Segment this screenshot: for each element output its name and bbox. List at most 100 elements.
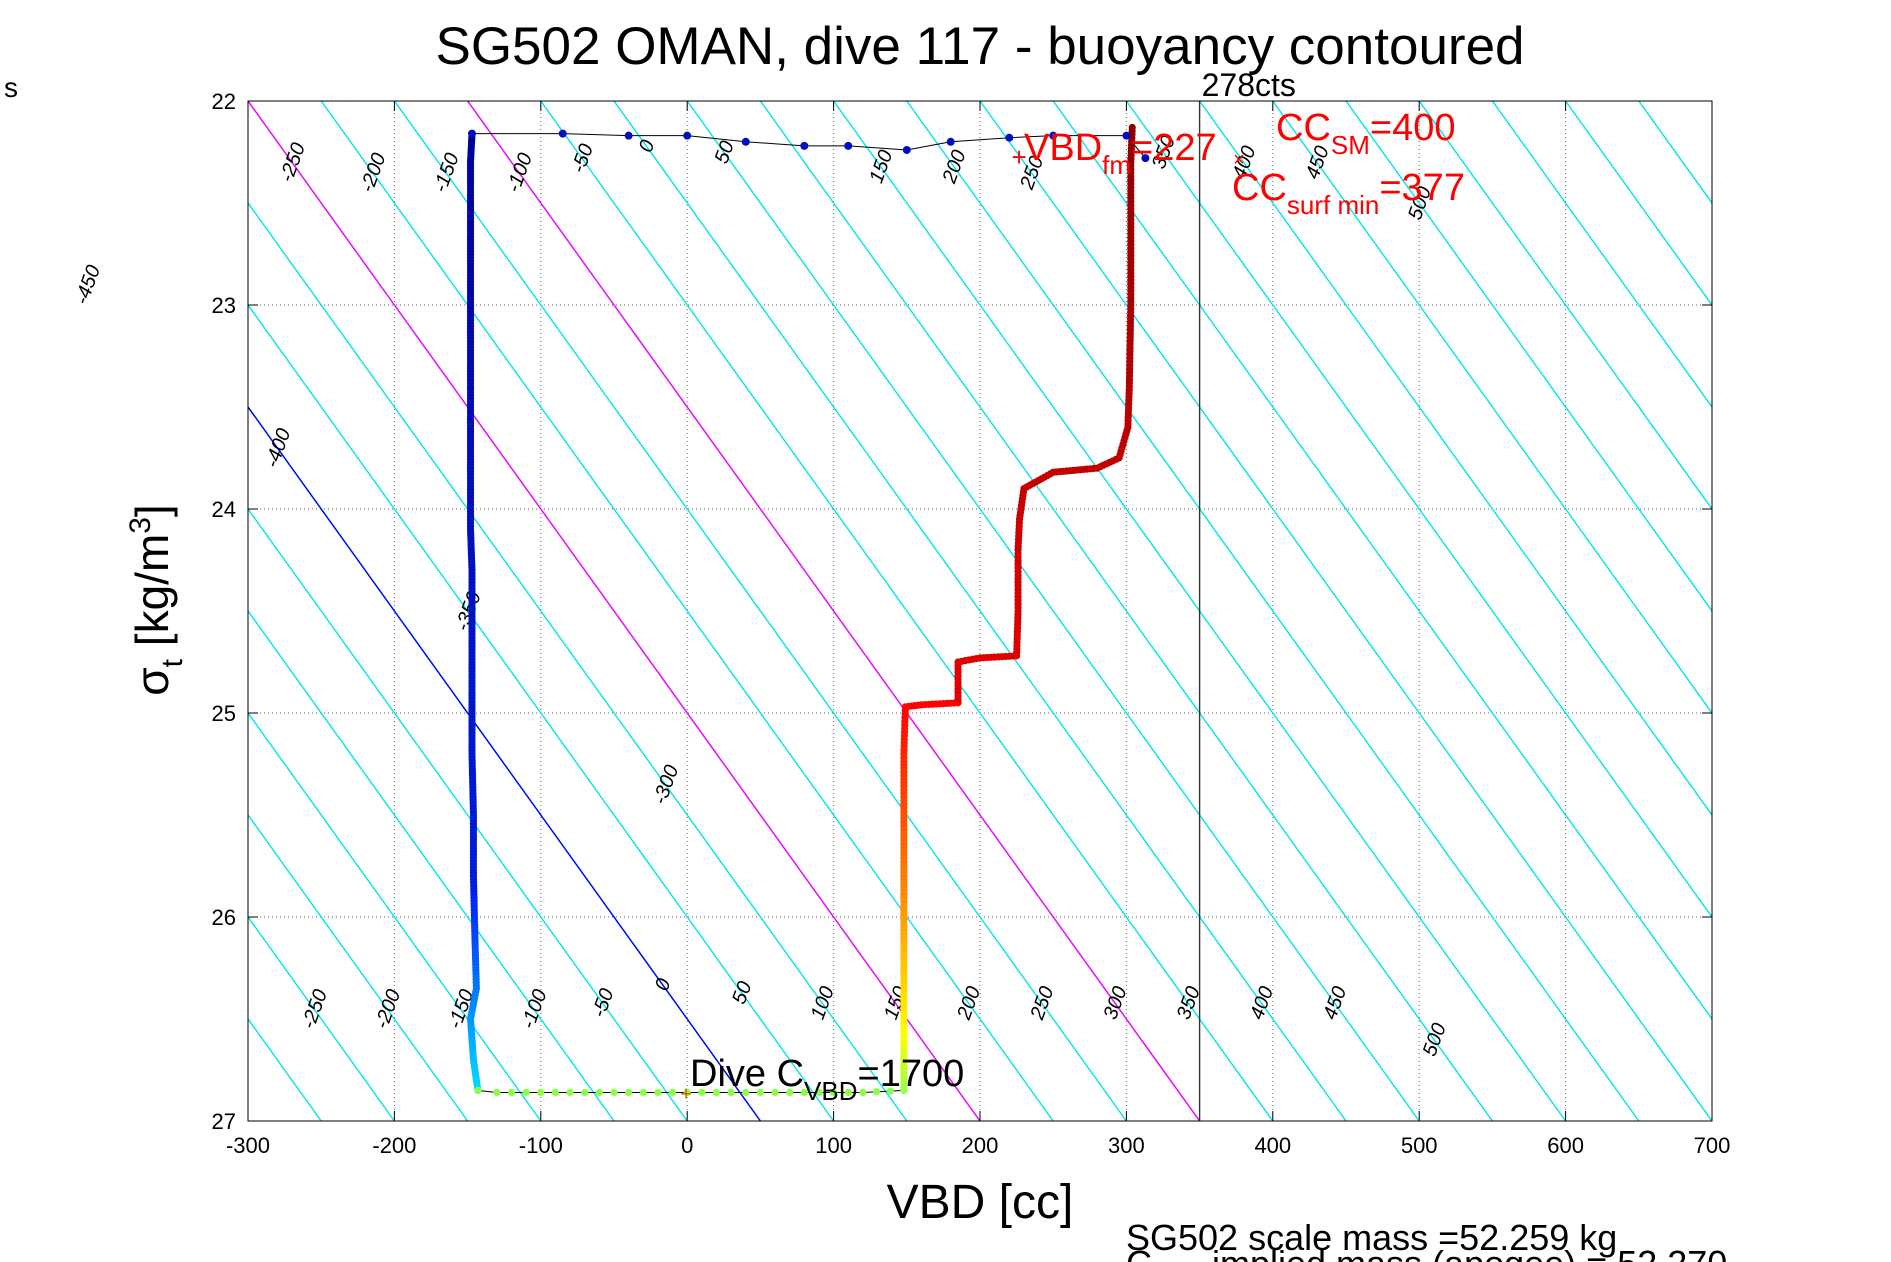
magenta-contour xyxy=(467,101,1201,1121)
bottom-point xyxy=(886,1087,894,1095)
bottom-point xyxy=(872,1088,881,1096)
surface-point xyxy=(467,129,476,138)
x-tick-label: 400 xyxy=(1254,1133,1291,1158)
surface-point xyxy=(902,145,911,154)
bottom-point xyxy=(698,1088,706,1097)
bottom-point xyxy=(537,1088,545,1097)
buoyancy-contour xyxy=(248,813,469,1121)
vbd-fm-annotation: VBDfm=227 xyxy=(1024,127,1217,180)
ascent-point xyxy=(1128,123,1136,132)
y-axis-label: σt [kg/m3] xyxy=(124,504,189,695)
bottom-point xyxy=(727,1088,735,1097)
cc-surf-min-annotation: CCsurf min=377 xyxy=(1232,167,1465,220)
bottom-point xyxy=(566,1088,574,1097)
buoyancy-contour xyxy=(759,101,1493,1121)
surface-point xyxy=(683,131,692,140)
footer-implied-mass: Cimplied mass (apogee) = 52.270 xyxy=(1126,1243,1727,1262)
buoyancy-contour xyxy=(1272,101,1712,715)
bottom-point xyxy=(610,1088,618,1097)
x-tick-label: -100 xyxy=(519,1133,563,1158)
buoyancy-contour xyxy=(320,101,1054,1121)
buoyancy-contour xyxy=(393,101,1127,1121)
reference-line-label: 278cts xyxy=(1202,67,1296,103)
contour-label-top: -450 xyxy=(71,262,105,307)
bottom-point xyxy=(507,1088,516,1097)
x-tick-label: -200 xyxy=(372,1133,416,1158)
buoyancy-contour xyxy=(248,711,542,1121)
bottom-point xyxy=(712,1088,721,1097)
bottom-point xyxy=(815,1088,823,1097)
bottom-point xyxy=(830,1088,838,1097)
cc-sm-annotation: CCSM=400 xyxy=(1276,107,1455,160)
dive-cvbd-marker: + xyxy=(680,1083,692,1105)
bottom-point xyxy=(474,1086,482,1094)
bottom-point xyxy=(493,1088,501,1097)
buoyancy-contour xyxy=(248,303,835,1121)
buoyancy-contour xyxy=(979,101,1712,1121)
buoyancy-contour xyxy=(1345,101,1712,613)
buoyancy-contour xyxy=(248,915,395,1121)
y-axis-label-text: σt [kg/m3] xyxy=(124,504,189,695)
x-tick-label: 500 xyxy=(1401,1133,1438,1158)
bottom-point xyxy=(756,1088,765,1097)
buoyancy-contour xyxy=(248,1119,249,1121)
y-tick-label: 24 xyxy=(212,497,236,522)
x-tick-label: 100 xyxy=(815,1133,852,1158)
buoyancy-contour xyxy=(1418,101,1712,511)
surface-point xyxy=(946,137,955,146)
buoyancy-contour xyxy=(1565,101,1712,307)
x-axis-label: VBD [cc] xyxy=(887,1176,1074,1229)
surface-point xyxy=(1141,154,1150,163)
buoyancy-contour xyxy=(1491,101,1712,409)
buoyancy-contour xyxy=(613,101,1347,1121)
bottom-point xyxy=(786,1088,794,1097)
cc-surf-min-marker: × xyxy=(1233,149,1245,171)
bottom-point xyxy=(654,1088,662,1097)
surface-point xyxy=(1049,131,1058,140)
x-tick-label: 300 xyxy=(1108,1133,1145,1158)
side-letter: s xyxy=(4,72,18,103)
bottom-point xyxy=(668,1088,677,1097)
y-tick-label: 27 xyxy=(212,1109,236,1134)
vbd-fm-marker: + xyxy=(1012,142,1027,172)
surface-point xyxy=(741,137,750,146)
buoyancy-contour xyxy=(248,201,908,1121)
contour-label-top-text: -450 xyxy=(71,262,105,307)
bottom-point xyxy=(639,1088,647,1097)
magenta-contour xyxy=(248,101,981,1121)
buoyancy-contour xyxy=(248,609,615,1121)
surface-point xyxy=(558,129,567,138)
bottom-point xyxy=(551,1088,560,1097)
buoyancy-contour xyxy=(540,101,1274,1121)
buoyancy-contour xyxy=(0,101,102,1121)
surface-point xyxy=(1005,133,1014,142)
buoyancy-contour xyxy=(1052,101,1712,1021)
bottom-point xyxy=(844,1088,852,1097)
x-tick-label: 600 xyxy=(1547,1133,1584,1158)
footer-scale-mass: SG502 scale mass =52.259 kg xyxy=(1126,1217,1617,1258)
bottom-point xyxy=(522,1088,530,1097)
y-tick-label: 25 xyxy=(212,701,236,726)
buoyancy-contour xyxy=(1125,101,1712,919)
x-tick-label: 0 xyxy=(681,1133,693,1158)
zero-contour xyxy=(248,405,761,1121)
buoyancy-contour xyxy=(686,101,1420,1121)
bottom-point xyxy=(683,1088,691,1097)
plot-clip-group xyxy=(0,101,1712,1121)
y-tick-label: 23 xyxy=(212,293,236,318)
bottom-point xyxy=(859,1088,867,1097)
buoyancy-contour xyxy=(248,507,688,1121)
x-tick-label: 200 xyxy=(962,1133,999,1158)
x-tick-label: 700 xyxy=(1694,1133,1731,1158)
bottom-point xyxy=(595,1088,603,1097)
surface-point xyxy=(844,141,853,150)
x-tick-label: -300 xyxy=(226,1133,270,1158)
bottom-point xyxy=(742,1088,750,1097)
chart-title: SG502 OMAN, dive 117 - buoyancy contoure… xyxy=(435,17,1524,76)
surface-point xyxy=(624,131,633,140)
bottom-point xyxy=(581,1088,589,1097)
surface-point xyxy=(1122,131,1131,140)
bottom-point xyxy=(771,1088,779,1097)
buoyancy-contour xyxy=(0,101,28,1121)
dive-c-vbd-annotation: Dive CVBD=1700 xyxy=(690,1053,964,1106)
